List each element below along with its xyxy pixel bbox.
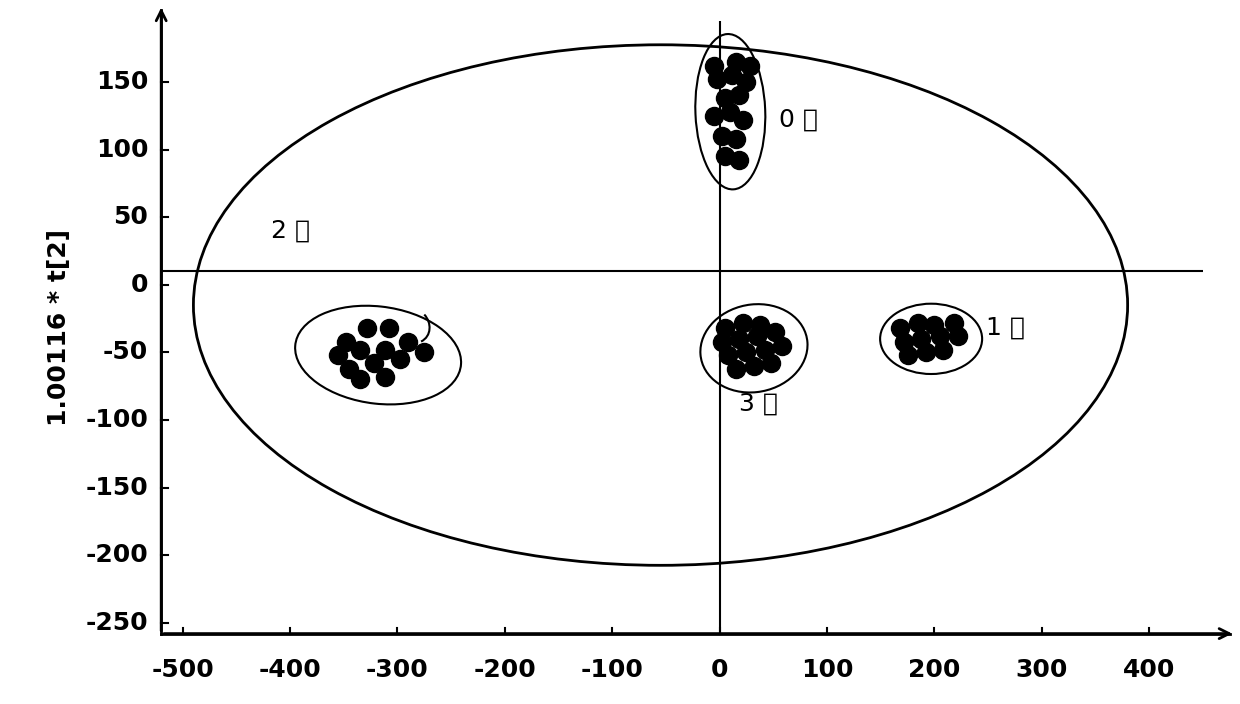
Text: 50: 50 [113, 205, 149, 230]
Text: 0: 0 [711, 658, 728, 682]
Text: 150: 150 [95, 70, 149, 94]
Text: 200: 200 [908, 658, 961, 682]
Text: 2 次: 2 次 [270, 219, 310, 243]
Text: 0: 0 [130, 272, 149, 297]
Text: -200: -200 [474, 658, 536, 682]
Text: -500: -500 [151, 658, 215, 682]
Text: 3 次: 3 次 [739, 391, 777, 416]
Text: -250: -250 [86, 611, 149, 635]
Text: -200: -200 [86, 543, 149, 567]
Text: 300: 300 [1016, 658, 1068, 682]
Text: -100: -100 [580, 658, 644, 682]
Text: 400: 400 [1123, 658, 1176, 682]
Text: 0 次: 0 次 [779, 108, 817, 132]
Text: -50: -50 [103, 340, 149, 365]
Text: -300: -300 [366, 658, 429, 682]
Text: 1.00116 * t[2]: 1.00116 * t[2] [47, 229, 71, 426]
Text: -400: -400 [259, 658, 321, 682]
Text: -100: -100 [86, 408, 149, 432]
Text: -150: -150 [86, 476, 149, 500]
Text: 100: 100 [95, 137, 149, 161]
Text: 100: 100 [801, 658, 853, 682]
Text: 1 次: 1 次 [986, 316, 1024, 340]
